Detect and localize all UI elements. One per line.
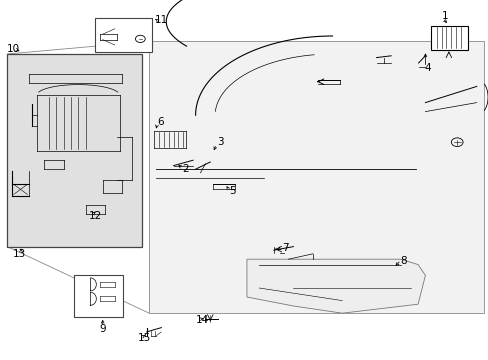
FancyBboxPatch shape: [95, 18, 151, 52]
Text: 7: 7: [281, 243, 288, 253]
Text: 5: 5: [228, 186, 235, 196]
FancyBboxPatch shape: [7, 54, 142, 247]
Polygon shape: [149, 41, 483, 313]
Text: 12: 12: [88, 211, 102, 221]
Text: 2: 2: [182, 164, 189, 174]
Text: 15: 15: [138, 333, 151, 343]
FancyBboxPatch shape: [74, 275, 123, 317]
Text: 3: 3: [216, 137, 223, 147]
Text: 10: 10: [7, 44, 20, 54]
Polygon shape: [246, 259, 425, 313]
Text: 13: 13: [13, 249, 26, 259]
Text: 8: 8: [400, 256, 407, 266]
Text: 14: 14: [196, 315, 209, 325]
Text: 4: 4: [424, 63, 430, 73]
Text: 1: 1: [441, 11, 447, 21]
FancyBboxPatch shape: [430, 26, 467, 50]
Text: 6: 6: [157, 117, 163, 127]
Text: 9: 9: [99, 324, 106, 334]
Text: 11: 11: [154, 15, 168, 25]
